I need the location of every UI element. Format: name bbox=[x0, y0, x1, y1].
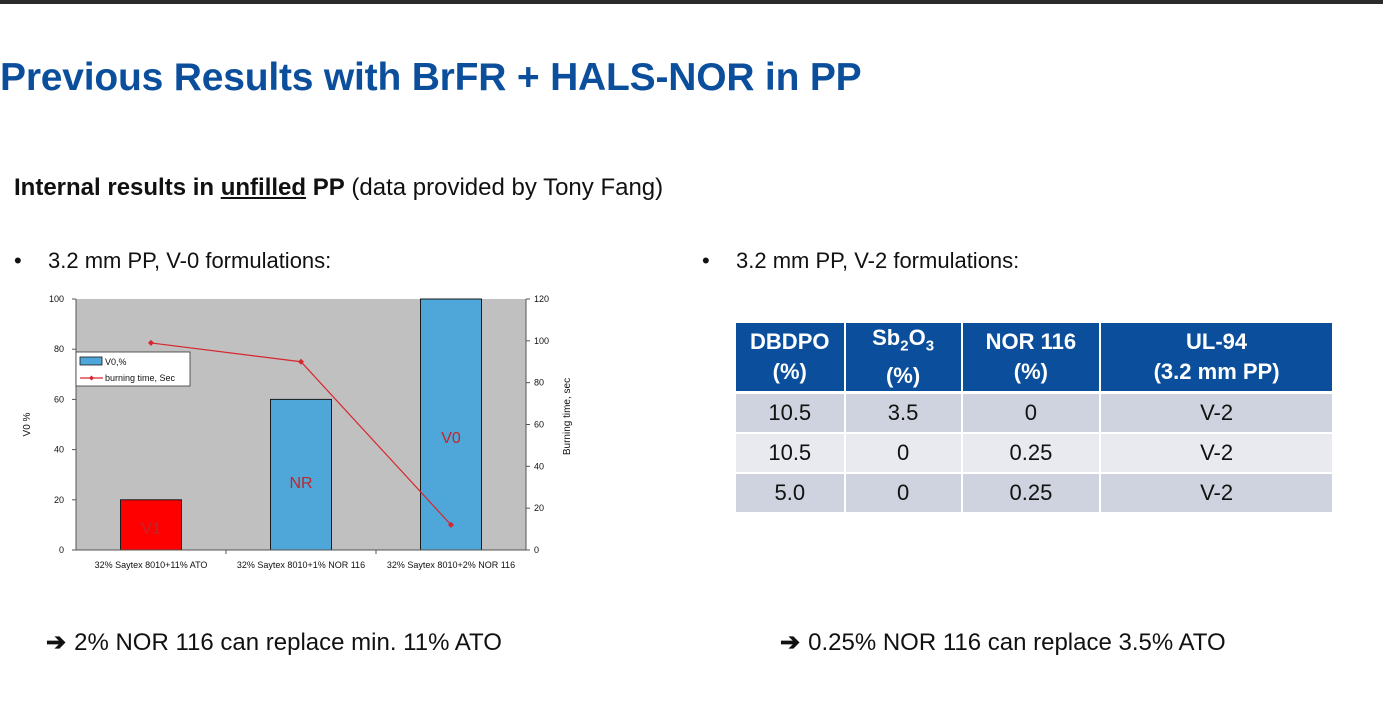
subtitle-note: (data provided by Tony Fang) bbox=[344, 174, 664, 201]
table-cell: V-2 bbox=[1100, 473, 1332, 515]
header-subscript: 3 bbox=[925, 337, 935, 355]
y-axis-label: V0 % bbox=[22, 412, 33, 436]
header-line-2: (%) bbox=[1013, 359, 1049, 385]
table-cell: 10.5 bbox=[736, 392, 846, 435]
right-tick-label: 40 bbox=[534, 461, 544, 471]
table-cell: 0.25 bbox=[961, 473, 1102, 515]
bar bbox=[420, 298, 482, 551]
right-tick-label: 60 bbox=[534, 420, 544, 430]
burning-time-point bbox=[298, 358, 304, 365]
table-row: 10.5 0 0.25 V-2 bbox=[736, 433, 1332, 475]
header-line-2: (%) bbox=[885, 363, 921, 389]
bar-label: V1 bbox=[141, 520, 161, 537]
table-header-cell: Sb2O3 (%) bbox=[844, 323, 963, 395]
subtitle-underlined: unfilled bbox=[220, 174, 307, 201]
x-category-label: 32% Saytex 8010+1% NOR 116 bbox=[237, 560, 365, 570]
left-tick-label: 60 bbox=[54, 394, 64, 404]
conclusion-text: 0.25% NOR 116 can replace 3.5% ATO bbox=[808, 629, 1226, 656]
table-cell: V-2 bbox=[1100, 433, 1332, 475]
chart-legend: V0,% burning time, Sec bbox=[75, 351, 191, 387]
right-tick-label: 80 bbox=[534, 378, 544, 388]
table-cell: 0.25 bbox=[961, 433, 1102, 475]
table-cell: 0 bbox=[961, 392, 1102, 435]
table-cell: 3.5 bbox=[844, 392, 963, 435]
header-line-1: UL-94 bbox=[1101, 327, 1332, 357]
burning-time-point bbox=[148, 339, 154, 346]
conclusion-left: ➔ 2% NOR 116 can replace min. 11% ATO bbox=[46, 628, 502, 657]
left-tick-label: 0 bbox=[59, 545, 64, 555]
header-line-2: (3.2 mm PP) bbox=[1153, 359, 1280, 385]
bullet-v2-formulations: • 3.2 mm PP, V-2 formulations: bbox=[702, 248, 1019, 274]
slide-title: Previous Results with BrFR + HALS-NOR in… bbox=[0, 56, 862, 99]
bars: V1 NR V0 bbox=[120, 298, 482, 551]
left-tick-label: 20 bbox=[54, 495, 64, 505]
table-cell: V-2 bbox=[1100, 392, 1332, 435]
bullet-dot: • bbox=[702, 248, 710, 273]
subtitle-bold-1: Internal results in bbox=[14, 174, 221, 201]
subtitle-bold-2: PP bbox=[306, 174, 345, 201]
bar-label: V0 bbox=[441, 430, 461, 447]
conclusion-text: 2% NOR 116 can replace min. 11% ATO bbox=[74, 629, 502, 656]
v0-bar-line-chart: V1 NR V0 0 20 40 60 80 100 0 20 40 60 80 100 120 V0 % Bu… bbox=[22, 294, 573, 570]
table-header-row: DBDPO (%) Sb2O3 (%) NOR 116 (%) UL-94 (3.2 mm P… bbox=[736, 323, 1332, 395]
bullet-dot: • bbox=[14, 248, 22, 273]
table-header-cell: DBDPO (%) bbox=[736, 323, 846, 395]
bullet-text: 3.2 mm PP, V-0 formulations: bbox=[48, 248, 332, 273]
table-cell: 0 bbox=[844, 473, 963, 515]
legend-swatch-bar bbox=[79, 356, 103, 366]
y2-axis-label: Burning time, sec bbox=[562, 378, 573, 455]
table-body: 10.5 3.5 0 V-2 10.5 0 0.25 V-2 5.0 0 0.25 V-2 bbox=[736, 392, 1332, 515]
conclusion-right: ➔ 0.25% NOR 116 can replace 3.5% ATO bbox=[780, 628, 1226, 657]
header-text: Sb bbox=[872, 325, 901, 350]
arrow-icon: ➔ bbox=[46, 629, 67, 656]
right-tick-label: 120 bbox=[534, 294, 549, 304]
burning-time-point bbox=[448, 521, 454, 528]
bar bbox=[120, 499, 182, 551]
legend-label-line: burning time, Sec bbox=[105, 373, 176, 383]
table-cell: 5.0 bbox=[736, 473, 846, 515]
header-line-2: (%) bbox=[772, 359, 807, 385]
header-text: DBDPO bbox=[750, 329, 830, 355]
header-text: UL-94 bbox=[1186, 329, 1248, 355]
top-border bbox=[0, 0, 1383, 4]
legend-swatch-marker bbox=[89, 375, 94, 381]
left-tick-label: 40 bbox=[54, 445, 64, 455]
slide-subtitle: Internal results in unfilled PP (data pr… bbox=[14, 174, 663, 202]
bullet-v0-formulations: • 3.2 mm PP, V-0 formulations: bbox=[14, 248, 331, 274]
header-line-1: DBDPO bbox=[736, 327, 844, 357]
table-header-cell: NOR 116 (%) bbox=[961, 323, 1102, 395]
left-tick-label: 80 bbox=[54, 344, 64, 354]
x-category-label: 32% Saytex 8010+2% NOR 116 bbox=[387, 560, 515, 570]
bar-label: NR bbox=[289, 475, 312, 492]
table-header-cell: UL-94 (3.2 mm PP) bbox=[1100, 323, 1332, 395]
right-tick-label: 100 bbox=[534, 336, 549, 346]
header-line-1: NOR 116 bbox=[963, 327, 1100, 357]
bar bbox=[270, 398, 332, 551]
burning-time-line bbox=[148, 339, 454, 528]
left-tick-label: 100 bbox=[49, 294, 64, 304]
table-row: 5.0 0 0.25 V-2 bbox=[736, 473, 1332, 515]
legend-label-bar: V0,% bbox=[105, 357, 127, 367]
x-category-label: 32% Saytex 8010+11% ATO bbox=[95, 560, 208, 570]
bullet-text: 3.2 mm PP, V-2 formulations: bbox=[736, 248, 1020, 273]
table-row: 10.5 3.5 0 V-2 bbox=[736, 392, 1332, 435]
header-subscript: 2 bbox=[900, 337, 909, 355]
axes: 0 20 40 60 80 100 0 20 40 60 80 100 120 V0 % Burning t… bbox=[22, 294, 573, 570]
header-text: NOR 116 bbox=[985, 329, 1077, 355]
arrow-icon: ➔ bbox=[780, 629, 801, 656]
header-line-1: Sb2O3 bbox=[846, 323, 961, 361]
header-text: O bbox=[908, 325, 926, 350]
right-tick-label: 0 bbox=[534, 545, 539, 555]
table-cell: 10.5 bbox=[736, 433, 846, 475]
right-tick-label: 20 bbox=[534, 503, 544, 513]
v2-formulations-table: DBDPO (%) Sb2O3 (%) NOR 116 (%) UL-94 (3.2 mm P… bbox=[736, 323, 1332, 515]
table-cell: 0 bbox=[844, 433, 963, 475]
